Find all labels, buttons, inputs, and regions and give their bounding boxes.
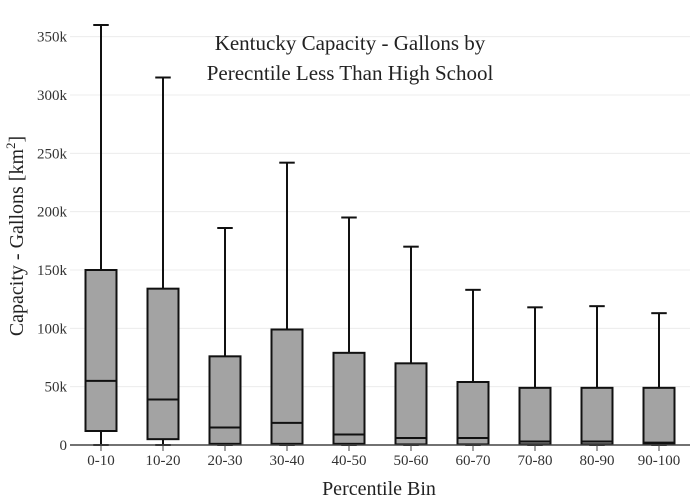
box-70-80 (518, 306, 552, 446)
y-tick-label: 100k (37, 321, 68, 337)
box-0-10 (84, 24, 118, 446)
y-axis-title: Capacity - Gallons [km2] (3, 136, 28, 336)
box-body (84, 269, 118, 432)
box-body (146, 287, 180, 441)
box-30-40 (270, 161, 304, 446)
y-axis-title-end: ] (6, 136, 28, 143)
y-tick-label: 50k (45, 380, 68, 396)
x-tick-label: 70-80 (518, 453, 553, 469)
y-tick-label: 200k (37, 205, 68, 221)
x-tick-label: 80-90 (580, 453, 615, 469)
box-body (208, 355, 242, 445)
box-body (270, 328, 304, 445)
box-40-50 (332, 216, 366, 446)
x-tick-label: 90-100 (638, 453, 681, 469)
x-tick-label: 40-50 (332, 453, 367, 469)
box-20-30 (208, 227, 242, 446)
box-body (642, 386, 676, 446)
box-body (394, 362, 428, 446)
x-tick-label: 20-30 (208, 453, 243, 469)
box-body (518, 386, 552, 446)
x-tick-label: 30-40 (270, 453, 305, 469)
box-80-90 (580, 305, 614, 446)
y-axis-title-main: Capacity - Gallons [km (6, 149, 28, 337)
x-tick-label: 0-10 (87, 453, 115, 469)
box-body (456, 381, 490, 446)
y-axis-ticks: 0 50k 100k 150k 200k 250k 300k 350k (37, 30, 68, 454)
x-axis-title: Percentile Bin (322, 478, 436, 500)
x-tick-label: 60-70 (456, 453, 491, 469)
y-tick-label: 0 (60, 438, 68, 454)
x-axis-ticks: 0-10 10-20 20-30 30-40 40-50 50-60 60-70 70-80 8… (87, 445, 680, 469)
box-90-100 (642, 312, 676, 446)
chart-title-line-2: Perecntile Less Than High School (207, 61, 494, 85)
y-tick-label: 150k (37, 263, 68, 279)
box-body (580, 386, 614, 446)
box-50-60 (394, 245, 428, 446)
x-tick-label: 50-60 (394, 453, 429, 469)
x-tick-label: 10-20 (146, 453, 181, 469)
y-axis-title-sup: 2 (3, 142, 18, 149)
box-60-70 (456, 288, 490, 446)
chart-title-line-1: Kentucky Capacity - Gallons by (215, 31, 486, 55)
y-tick-label: 350k (37, 30, 68, 46)
y-tick-label: 250k (37, 146, 68, 162)
box-10-20 (146, 76, 180, 446)
boxes (84, 24, 676, 446)
box-body (332, 351, 366, 445)
y-tick-label: 300k (37, 88, 68, 104)
